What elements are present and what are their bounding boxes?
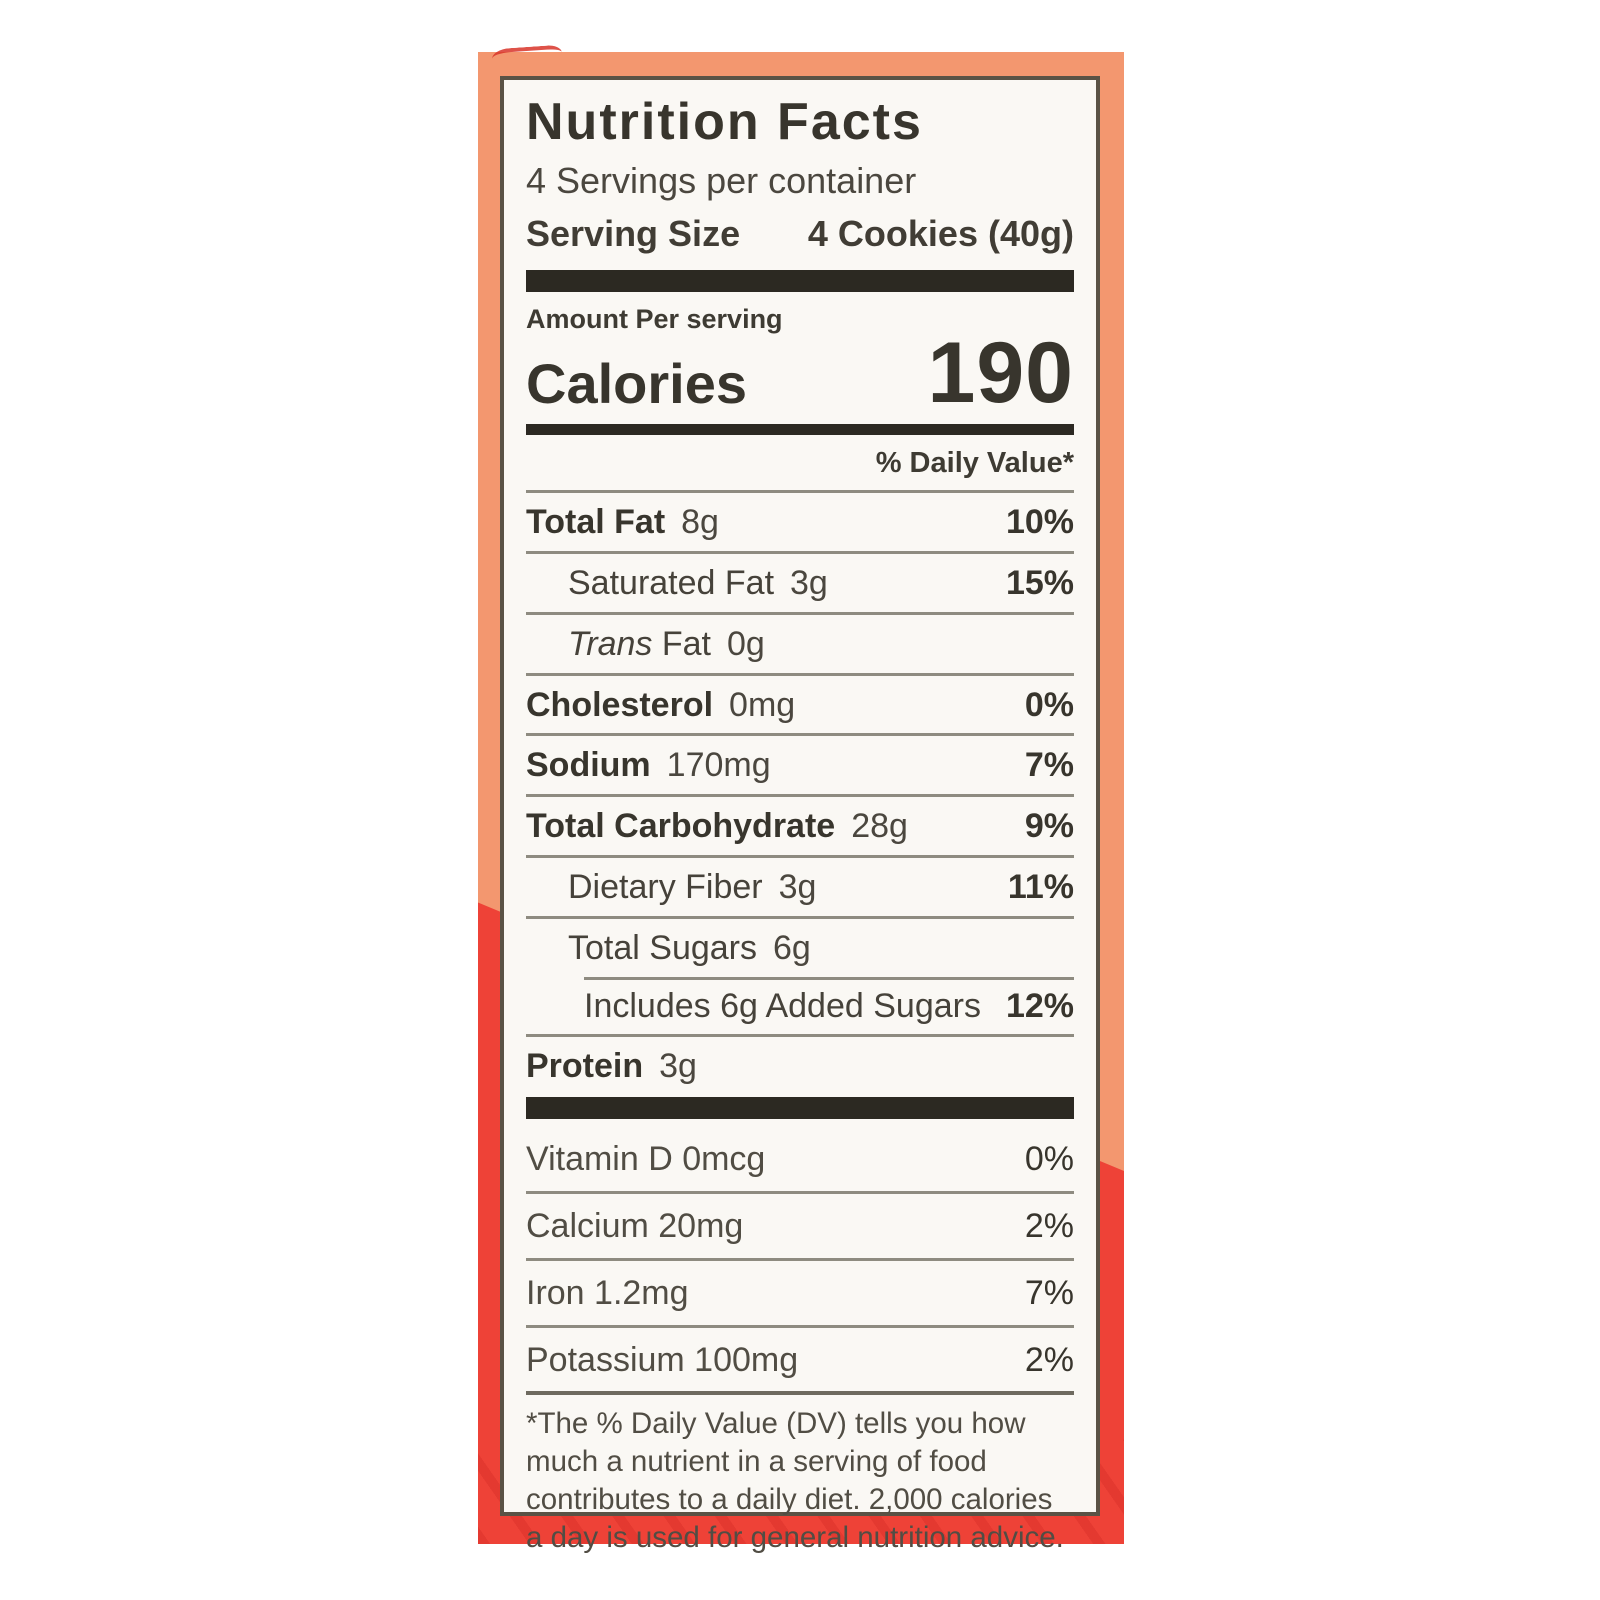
daily-value-footnote: *The % Daily Value (DV) tells you how mu… — [526, 1407, 1064, 1555]
nutrient-name: Total Carbohydrate — [526, 807, 836, 846]
nutrient-daily-value: 15% — [1005, 564, 1074, 603]
nutrient-name: Cholesterol — [526, 685, 714, 724]
daily-value-header: % Daily Value* — [875, 447, 1074, 480]
box-edge-mark — [491, 44, 563, 68]
serving-size-value: 4 Cookies (40g) — [807, 213, 1074, 255]
separator-bar-thick-bottom — [526, 1097, 1074, 1120]
vitamin-row: Vitamin D 0mcg 0% — [526, 1127, 1074, 1191]
nutrient-row: Cholesterol 0mg 0% — [526, 672, 1074, 734]
nutrient-row: Includes 6g Added Sugars 12% — [526, 976, 1074, 1035]
nutrient-amount: 3g — [659, 1047, 697, 1086]
servings-per-container: 4 Servings per container — [526, 160, 917, 202]
calories-row: Calories 190 — [526, 324, 1074, 421]
nutrient-row: Sodium 170mg 7% — [526, 733, 1074, 794]
serving-size-label: Serving Size — [526, 213, 741, 255]
vitamin-row: Potassium 100mg 2% — [526, 1324, 1074, 1392]
vitamin-daily-value: 2% — [1024, 1340, 1074, 1379]
nutrient-row: Trans Fat 0g — [526, 611, 1074, 673]
amount-per-serving-label: Amount Per serving — [526, 303, 783, 334]
nutrient-amount: 28g — [851, 807, 908, 846]
nutrient-name: Total Fat — [526, 503, 666, 542]
nutrient-daily-value: 12% — [1005, 986, 1074, 1025]
nutrient-row: Total Sugars 6g — [526, 915, 1074, 977]
nutrient-name: Protein — [526, 1047, 644, 1086]
nutrient-name: Includes 6g Added Sugars — [584, 986, 981, 1025]
calories-value: 190 — [927, 324, 1074, 421]
nutrient-name: Sodium — [526, 746, 651, 785]
vitamin-rows: Vitamin D 0mcg 0% Calcium 20mg 2% Iron 1.2mg… — [526, 1127, 1074, 1391]
nutrient-amount: 0g — [726, 624, 765, 663]
nutrient-amount: 170mg — [666, 746, 771, 785]
nutrient-amount: 3g — [778, 868, 817, 907]
nutrient-name: Saturated Fat — [568, 564, 775, 603]
vitamin-name: Iron 1.2mg — [526, 1273, 689, 1312]
nutrient-daily-value: 11% — [1007, 868, 1074, 907]
nutrient-daily-value: 0% — [1024, 685, 1074, 724]
nutrient-amount: 6g — [773, 928, 811, 967]
separator-bar-thick-top — [526, 269, 1074, 292]
nutrient-amount: 8g — [681, 503, 719, 542]
nutrient-name: Trans Fat — [568, 624, 711, 663]
nutrient-row: Saturated Fat 3g 15% — [526, 551, 1074, 612]
nutrient-row: Dietary Fiber 3g 11% — [526, 855, 1074, 916]
vitamin-daily-value: 7% — [1024, 1273, 1074, 1312]
nutrient-daily-value: 9% — [1024, 807, 1074, 846]
nutrient-daily-value: 10% — [1005, 503, 1074, 542]
product-box-panel: Nutrition Facts 4 Servings per container… — [478, 44, 1124, 1554]
vitamin-name: Calcium 20mg — [526, 1207, 744, 1246]
vitamin-row: Iron 1.2mg 7% — [526, 1257, 1074, 1325]
nutrition-facts-label: Nutrition Facts 4 Servings per container… — [500, 76, 1100, 1554]
nutrient-amount: 3g — [790, 564, 828, 603]
nutrient-row: Total Carbohydrate 28g 9% — [526, 794, 1074, 855]
nutrient-row: Total Fat 8g 10% — [526, 490, 1074, 551]
calories-label: Calories — [526, 351, 747, 415]
separator-bar-medium — [526, 424, 1074, 436]
vitamin-daily-value: 2% — [1024, 1207, 1074, 1246]
nutrient-name: Total Sugars — [568, 928, 757, 967]
vitamins-end-line — [526, 1391, 1074, 1396]
vitamin-daily-value: 0% — [1024, 1140, 1074, 1179]
serving-size-row: Serving Size 4 Cookies (40g) — [526, 212, 1074, 255]
nutrient-rows: Total Fat 8g 10% Saturated Fat 3g 15% Trans Fa… — [526, 490, 1074, 1095]
vitamin-name: Potassium 100mg — [526, 1340, 799, 1379]
vitamin-name: Vitamin D 0mcg — [526, 1140, 766, 1179]
nutrient-amount: 0mg — [729, 685, 796, 724]
vitamin-row: Calcium 20mg 2% — [526, 1191, 1074, 1258]
nutrient-name: Dietary Fiber — [568, 868, 763, 907]
label-title: Nutrition Facts — [526, 93, 923, 151]
nutrient-row: Protein 3g — [526, 1034, 1074, 1095]
nutrient-daily-value: 7% — [1024, 746, 1074, 785]
